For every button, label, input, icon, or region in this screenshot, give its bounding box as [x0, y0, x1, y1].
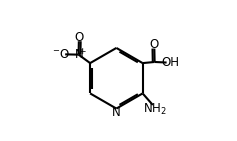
Text: $^{-}$O: $^{-}$O — [52, 48, 70, 61]
Text: OH: OH — [162, 56, 180, 69]
Text: O: O — [74, 31, 84, 44]
Text: +: + — [78, 47, 85, 56]
Text: N: N — [112, 106, 121, 119]
Text: NH$_2$: NH$_2$ — [143, 102, 166, 117]
Text: O: O — [150, 38, 159, 51]
Text: N: N — [75, 48, 83, 61]
